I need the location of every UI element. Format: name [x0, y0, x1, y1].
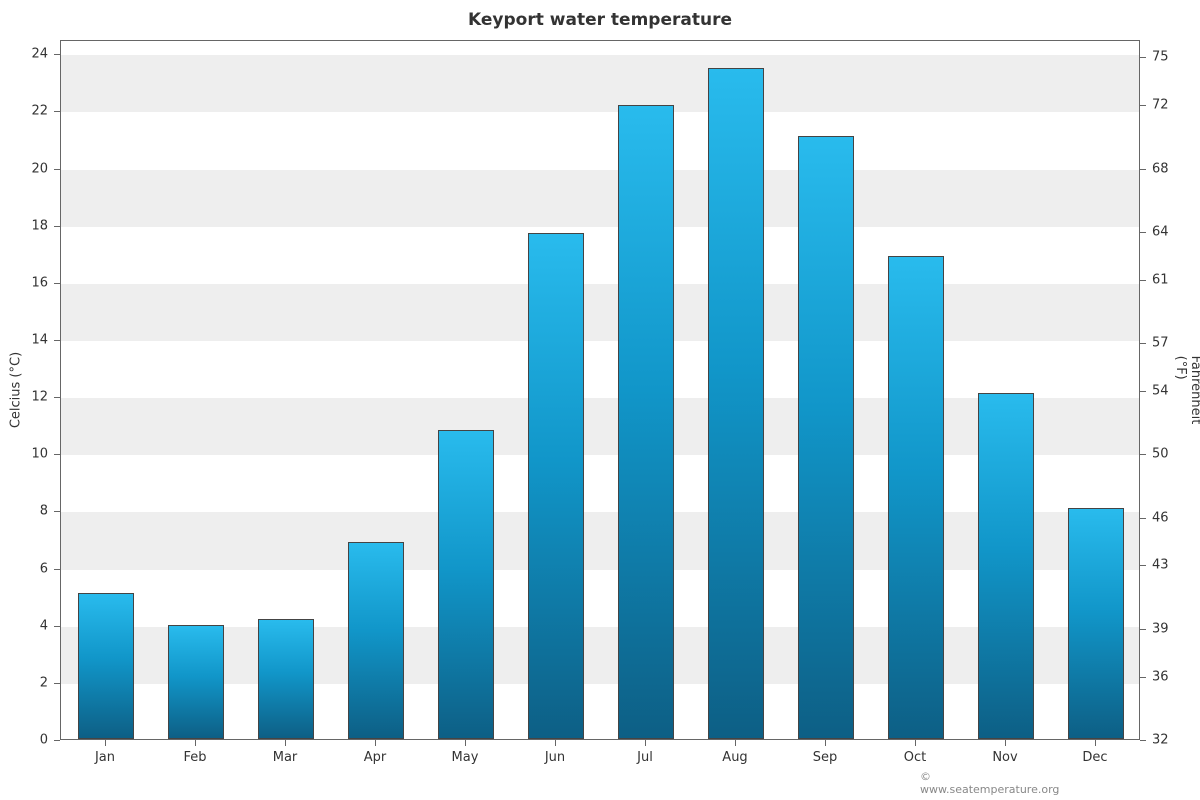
ytick-left: 18	[0, 219, 48, 232]
tickmark	[735, 740, 736, 746]
ytick-left: 6	[0, 562, 48, 575]
bar-may	[438, 430, 494, 739]
plot-area	[60, 40, 1140, 740]
tickmark	[465, 740, 466, 746]
bar-oct	[888, 256, 944, 739]
tickmark	[1140, 518, 1146, 519]
xtick-label: Jul	[637, 750, 653, 765]
tickmark	[54, 626, 60, 627]
tickmark	[1140, 57, 1146, 58]
tickmark	[54, 569, 60, 570]
tickmark	[1095, 740, 1096, 746]
ytick-left: 4	[0, 619, 48, 632]
credit-text: © www.seatemperature.org	[920, 770, 980, 796]
xtick-label: Jan	[95, 750, 115, 765]
ytick-right: 50	[1152, 448, 1169, 461]
ytick-right: 61	[1152, 273, 1169, 286]
water-temperature-chart: Keyport water temperature Celcius (°C) F…	[0, 0, 1200, 800]
xtick-label: Feb	[183, 750, 206, 765]
ytick-left: 20	[0, 162, 48, 175]
chart-title: Keyport water temperature	[0, 10, 1200, 30]
xtick-label: Aug	[722, 750, 747, 765]
tickmark	[54, 397, 60, 398]
grid-band	[61, 55, 1139, 112]
bar-mar	[258, 619, 314, 739]
tickmark	[54, 511, 60, 512]
tickmark	[1140, 677, 1146, 678]
xtick-label: May	[452, 750, 479, 765]
tickmark	[1140, 454, 1146, 455]
tickmark	[1140, 280, 1146, 281]
tickmark	[1140, 565, 1146, 566]
tickmark	[285, 740, 286, 746]
tickmark	[1140, 629, 1146, 630]
ytick-right: 32	[1152, 734, 1169, 747]
tickmark	[555, 740, 556, 746]
tickmark	[54, 340, 60, 341]
bar-jul	[618, 105, 674, 739]
xtick-label: Nov	[992, 750, 1017, 765]
bar-feb	[168, 625, 224, 739]
ytick-left: 10	[0, 448, 48, 461]
grid-band	[61, 284, 1139, 341]
grid-band	[61, 170, 1139, 227]
tickmark	[915, 740, 916, 746]
xtick-label: Dec	[1082, 750, 1107, 765]
tickmark	[195, 740, 196, 746]
ytick-left: 16	[0, 276, 48, 289]
xtick-label: Apr	[364, 750, 387, 765]
bar-nov	[978, 393, 1034, 739]
tickmark	[1140, 740, 1146, 741]
bar-sep	[798, 136, 854, 739]
bar-jun	[528, 233, 584, 739]
tickmark	[1140, 169, 1146, 170]
ytick-right: 36	[1152, 670, 1169, 683]
tickmark	[105, 740, 106, 746]
xtick-label: Sep	[813, 750, 838, 765]
ytick-right: 54	[1152, 384, 1169, 397]
ytick-right: 64	[1152, 226, 1169, 239]
bar-apr	[348, 542, 404, 739]
ytick-left: 22	[0, 105, 48, 118]
tickmark	[1140, 105, 1146, 106]
xtick-label: Oct	[904, 750, 926, 765]
tickmark	[645, 740, 646, 746]
bar-jan	[78, 593, 134, 739]
xtick-label: Mar	[273, 750, 298, 765]
ytick-right: 68	[1152, 162, 1169, 175]
bar-aug	[708, 68, 764, 739]
bar-dec	[1068, 508, 1124, 739]
ytick-right: 43	[1152, 559, 1169, 572]
tickmark	[54, 283, 60, 284]
tickmark	[54, 454, 60, 455]
ytick-left: 8	[0, 505, 48, 518]
ytick-left: 2	[0, 676, 48, 689]
tickmark	[54, 740, 60, 741]
tickmark	[375, 740, 376, 746]
tickmark	[54, 169, 60, 170]
tickmark	[54, 683, 60, 684]
ytick-right: 57	[1152, 337, 1169, 350]
tickmark	[1140, 343, 1146, 344]
xtick-label: Jun	[545, 750, 565, 765]
tickmark	[54, 111, 60, 112]
y-axis-right-label: Fahrenheit (°F)	[1173, 356, 1200, 425]
tickmark	[825, 740, 826, 746]
tickmark	[54, 54, 60, 55]
ytick-left: 12	[0, 391, 48, 404]
ytick-right: 72	[1152, 99, 1169, 112]
ytick-left: 24	[0, 48, 48, 61]
ytick-right: 75	[1152, 51, 1169, 64]
tickmark	[1140, 232, 1146, 233]
ytick-left: 0	[0, 734, 48, 747]
tickmark	[1005, 740, 1006, 746]
tickmark	[54, 226, 60, 227]
ytick-left: 14	[0, 334, 48, 347]
ytick-right: 46	[1152, 511, 1169, 524]
tickmark	[1140, 391, 1146, 392]
ytick-right: 39	[1152, 622, 1169, 635]
